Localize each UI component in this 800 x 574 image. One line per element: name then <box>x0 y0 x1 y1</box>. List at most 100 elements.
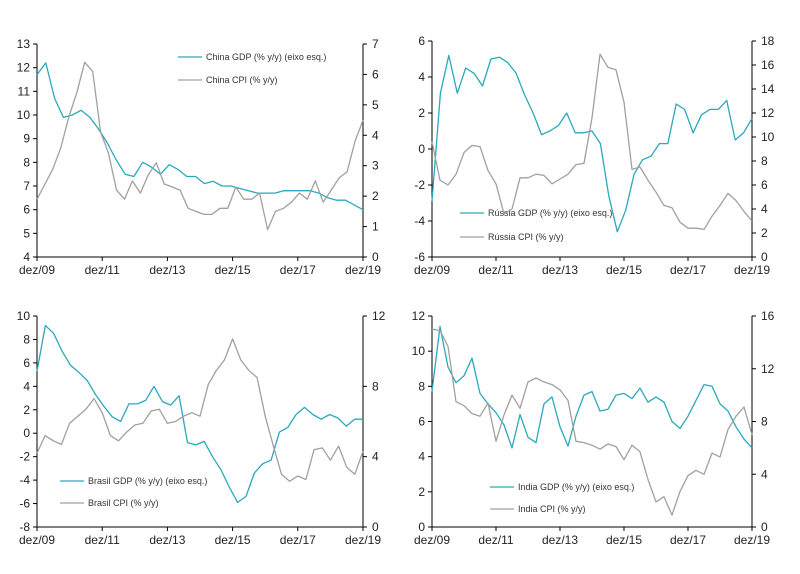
x-tick-label: dez/17 <box>280 533 316 547</box>
series-line-gdp <box>36 324 363 504</box>
right-tick-label: 6 <box>372 67 379 81</box>
right-tick-label: 6 <box>761 178 768 192</box>
left-tick-label: 0 <box>23 426 30 440</box>
right-tick-label: 7 <box>372 37 379 51</box>
right-tick-label: 3 <box>372 159 379 173</box>
left-tick-label: 6 <box>23 356 30 370</box>
left-tick-label: 6 <box>418 34 425 48</box>
right-tick-label: 5 <box>372 98 379 112</box>
x-tick-label: dez/13 <box>149 533 185 547</box>
left-tick-label: 11 <box>18 84 31 98</box>
series-line-gdp <box>431 325 753 449</box>
x-tick-label: dez/15 <box>215 263 251 277</box>
legend-label: China GDP (% y/y) (eixo esq.) <box>206 52 326 62</box>
left-tick-label: 7 <box>23 179 30 193</box>
legend-label: Rússia GDP (% y/y) (eixo esq.) <box>488 208 612 218</box>
right-tick-label: 10 <box>761 130 775 144</box>
series-line-gdp <box>431 54 753 233</box>
left-tick-label: 5 <box>23 226 30 240</box>
right-tick-label: 18 <box>761 34 775 48</box>
left-tick-label: 4 <box>418 450 425 464</box>
x-tick-label: dez/19 <box>345 533 381 547</box>
chart-panel-india: 0 2 4 6 8 10 12 0 4 8 12 16 dez/09 dez/11 dez/13 dez/15… <box>412 309 775 547</box>
right-tick-label: 4 <box>761 467 768 481</box>
x-tick-label: dez/15 <box>606 263 642 277</box>
legend-label: China CPI (% y/y) <box>206 75 278 85</box>
x-tick-label: dez/11 <box>85 533 120 547</box>
left-tick-label: 12 <box>412 309 426 323</box>
x-tick-label: dez/09 <box>19 533 55 547</box>
right-tick-label: 12 <box>372 309 386 323</box>
right-tick-label: 2 <box>761 226 768 240</box>
left-tick-label: -8 <box>19 520 30 534</box>
left-tick-label: 6 <box>23 203 30 217</box>
right-tick-label: 4 <box>372 128 379 142</box>
x-tick-label: dez/09 <box>414 263 450 277</box>
x-tick-label: dez/19 <box>345 263 381 277</box>
right-tick-label: 8 <box>761 415 768 429</box>
legend-label: Brasil CPI (% y/y) <box>88 498 159 508</box>
left-tick-label: 2 <box>23 403 30 417</box>
x-tick-label: dez/19 <box>734 263 770 277</box>
left-tick-label: 0 <box>418 142 425 156</box>
right-tick-label: 16 <box>761 58 775 72</box>
right-tick-label: 14 <box>761 82 775 96</box>
left-tick-label: 10 <box>17 309 31 323</box>
right-tick-label: 16 <box>761 309 775 323</box>
left-tick-label: 9 <box>23 132 30 146</box>
series-line-cpi <box>36 61 364 231</box>
x-tick-label: dez/13 <box>542 263 578 277</box>
series-line-cpi <box>431 53 753 231</box>
legend-label: Rússia CPI (% y/y) <box>488 232 564 242</box>
left-tick-label: 12 <box>17 61 31 75</box>
x-tick-label: dez/09 <box>414 533 450 547</box>
right-tick-label: 8 <box>761 154 768 168</box>
series-line-cpi <box>431 328 753 516</box>
right-tick-label: 0 <box>372 520 379 534</box>
left-tick-label: -4 <box>19 473 30 487</box>
right-tick-label: 4 <box>761 202 768 216</box>
left-tick-label: 4 <box>23 379 30 393</box>
right-tick-label: 0 <box>761 250 768 264</box>
left-tick-label: -6 <box>19 497 30 511</box>
right-tick-label: 0 <box>761 520 768 534</box>
x-tick-label: dez/15 <box>606 533 642 547</box>
right-tick-label: 2 <box>372 189 379 203</box>
left-tick-label: 2 <box>418 106 425 120</box>
x-tick-label: dez/15 <box>215 533 251 547</box>
x-tick-label: dez/11 <box>478 263 513 277</box>
left-tick-label: 8 <box>23 155 30 169</box>
right-tick-label: 1 <box>372 220 379 234</box>
x-tick-label: dez/17 <box>280 263 316 277</box>
x-tick-label: dez/09 <box>19 263 55 277</box>
x-tick-label: dez/17 <box>670 533 706 547</box>
x-tick-label: dez/17 <box>670 263 706 277</box>
left-tick-label: -2 <box>414 178 425 192</box>
left-tick-label: -4 <box>414 214 425 228</box>
left-tick-label: 2 <box>418 485 425 499</box>
left-tick-label: 8 <box>23 332 30 346</box>
right-tick-label: 12 <box>761 106 775 120</box>
left-tick-label: 10 <box>17 108 31 122</box>
legend-label: India GDP (% y/y) (eixo esq.) <box>518 482 634 492</box>
x-tick-label: dez/11 <box>85 263 120 277</box>
left-tick-label: 4 <box>418 70 425 84</box>
left-tick-label: 4 <box>23 250 30 264</box>
series-line-gdp <box>36 62 364 211</box>
x-tick-label: dez/13 <box>149 263 185 277</box>
right-tick-label: 0 <box>372 250 379 264</box>
left-tick-label: 10 <box>412 344 426 358</box>
right-tick-label: 8 <box>372 379 379 393</box>
x-tick-label: dez/19 <box>734 533 770 547</box>
left-tick-label: 0 <box>418 520 425 534</box>
left-tick-label: 6 <box>418 415 425 429</box>
chart-panel-brasil: -8 -6 -4 -2 0 2 4 6 8 10 0 4 8 12 dez/09 dez/11 dez/13 de… <box>17 309 386 547</box>
left-tick-label: 13 <box>17 37 31 51</box>
left-tick-label: -6 <box>414 250 425 264</box>
right-tick-label: 4 <box>372 450 379 464</box>
left-tick-label: 8 <box>418 379 425 393</box>
right-tick-label: 12 <box>761 362 775 376</box>
left-tick-label: -2 <box>19 450 30 464</box>
